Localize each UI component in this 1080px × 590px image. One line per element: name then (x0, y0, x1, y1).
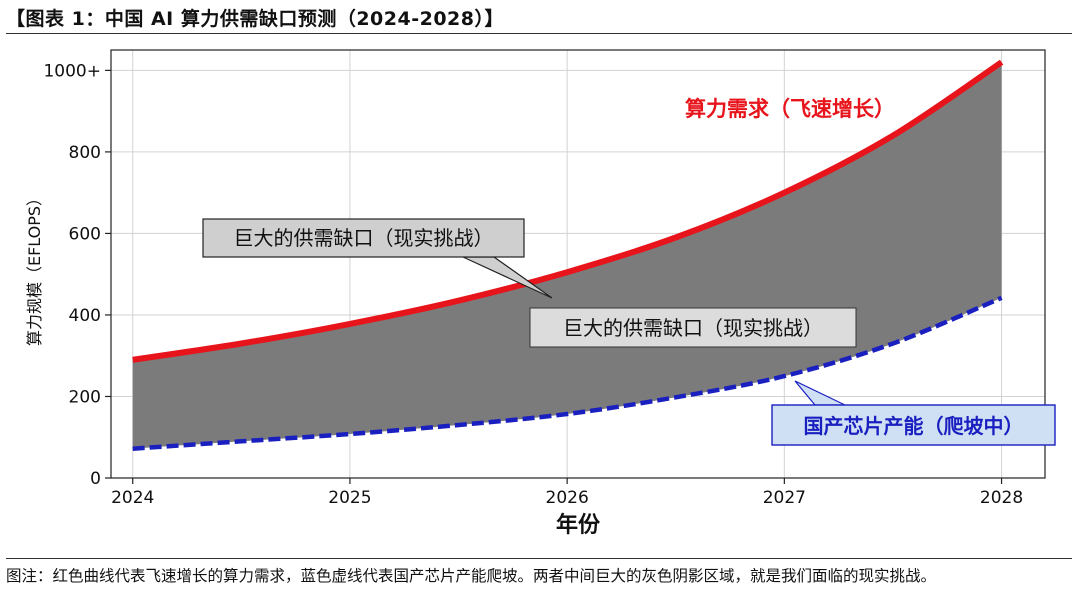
gap-area (132, 62, 1002, 449)
figure-caption: 图注：红色曲线代表飞速增长的算力需求，蓝色虚线代表国产芯片产能爬坡。两者中间巨大… (6, 567, 937, 585)
x-tick-label: 2026 (546, 488, 589, 508)
supply-callout-pointer (794, 380, 846, 406)
figure-title: 【图表 1：中国 AI 算力供需缺口预测（2024-2028）】 (6, 8, 504, 30)
y-axis: 0 200 400 600 800 1000+ (43, 61, 111, 489)
supply-series-label: 国产芯片产能（爬坡中） (804, 414, 1024, 438)
x-tick-label: 2027 (763, 488, 806, 508)
y-tick-label: 1000+ (43, 61, 101, 81)
gap-label-text: 巨大的供需缺口（现实挑战） (563, 316, 823, 340)
y-axis-label: 算力规模（EFLOPS） (25, 190, 44, 346)
gap-label-center: 巨大的供需缺口（现实挑战） (529, 307, 857, 348)
callout-box (202, 218, 525, 258)
supply-callout: 国产芯片产能（爬坡中） (771, 380, 1056, 446)
x-axis: 2024 2025 2026 2027 2028 (111, 478, 1023, 508)
x-tick-label: 2025 (328, 488, 371, 508)
x-tick-label: 2024 (111, 488, 154, 508)
demand-line (132, 59, 1004, 363)
demand-series-label: 算力需求（飞速增长） (685, 97, 895, 121)
y-tick-label: 600 (69, 224, 101, 244)
x-tick-label: 2028 (980, 488, 1023, 508)
y-tick-label: 400 (69, 306, 101, 326)
callout-text: 巨大的供需缺口（现实挑战） (234, 226, 494, 250)
chart: 2024 2025 2026 2027 2028 02004006008001000+ … (25, 49, 1056, 538)
y-tick-label: 800 (69, 143, 101, 163)
title-divider (6, 33, 1072, 34)
gap-callout-top: 巨大的供需缺口（现实挑战） (202, 218, 553, 299)
x-axis-label: 年份 (556, 512, 601, 538)
gap-label-box (529, 307, 857, 348)
plot-frame (110, 49, 1046, 479)
y-tick-label: 0 (90, 469, 101, 489)
y-tick-label: 200 (69, 387, 101, 407)
caption-divider (6, 558, 1072, 559)
supply-callout-box (771, 404, 1056, 446)
supply-line (132, 295, 1003, 451)
